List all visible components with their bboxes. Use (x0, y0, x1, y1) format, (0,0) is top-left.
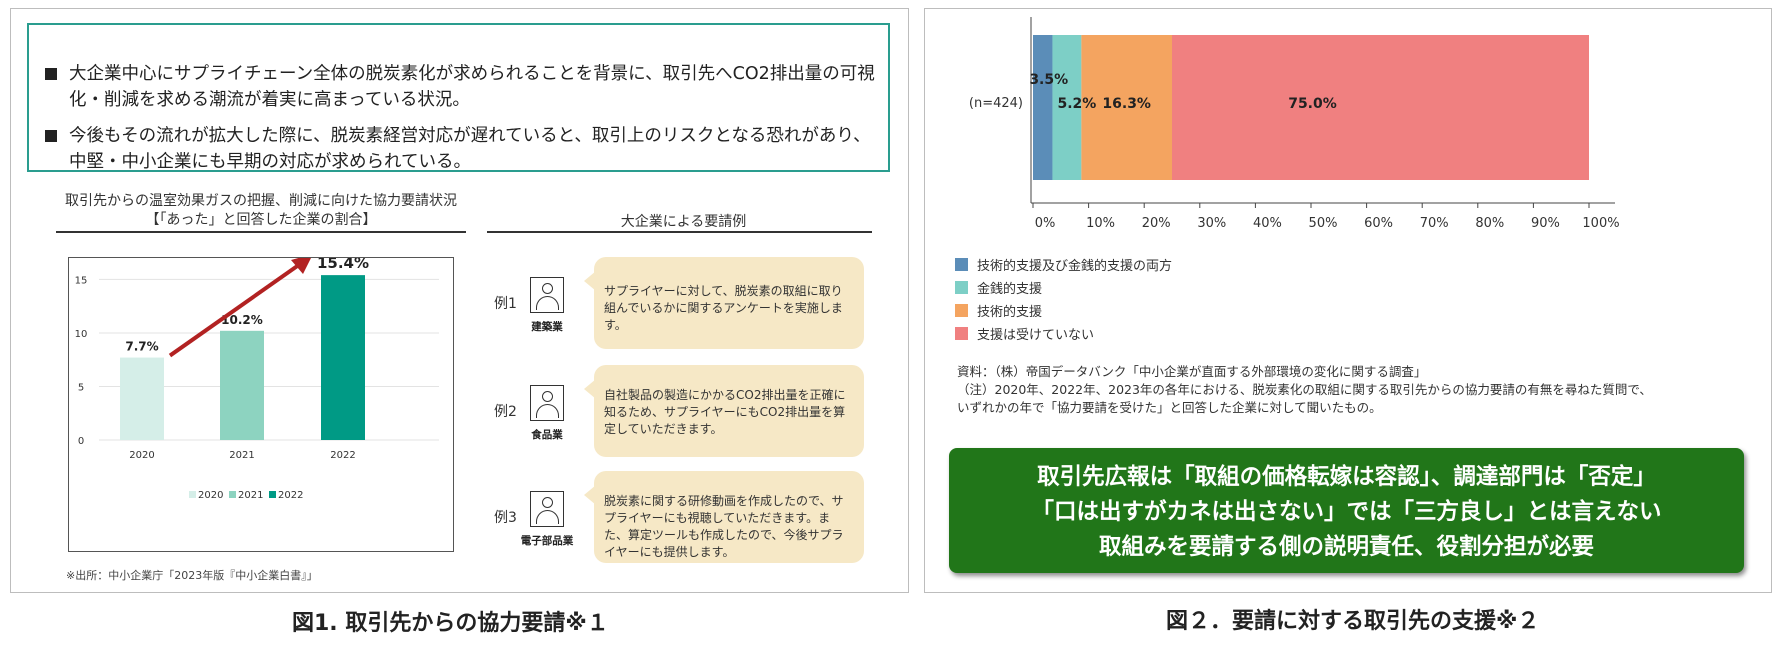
x-tick-label: 20% (1142, 216, 1171, 231)
data-label: 5.2% (1058, 96, 1097, 112)
bar-segment (1033, 35, 1053, 180)
x-tick-label: 80% (1475, 216, 1504, 231)
legend-swatch (189, 491, 196, 498)
trend-arrow (168, 260, 305, 358)
y-tick-label: 15 (75, 275, 88, 286)
stacked-bar-chart: 3.5% 5.2% 16.3% 75.0% (n=424) 0% 10% 20% 30% 40% 5… (969, 17, 1620, 231)
speech-bubble: サプライヤーに対して、脱炭素の取組に取り組んでいるかに関するアンケートを実施しま… (584, 257, 864, 349)
legend-swatch (955, 327, 968, 340)
figure1-panel: 大企業中心にサプライチェーン全体の脱炭素化が求められることを背景に、取引先へCO… (10, 8, 909, 593)
legend-label: 2022 (278, 490, 303, 501)
y-tick-label: 5 (78, 382, 84, 393)
figure1-caption: 図1. 取引先からの協力要請※１ (292, 611, 609, 636)
key-message-line: 取引先広報は「取組の価格転嫁は容認」、調達部門は「否定」 (1037, 464, 1656, 490)
request-example: 例3 電子部品業 脱炭素に関する研修動画を作成したので、サプライヤーにも視聴して… (484, 471, 879, 563)
chart-title-line: 取引先からの温室効果ガスの把握、削減に向けた協力要請状況 (65, 193, 457, 209)
industry-label: 食品業 (531, 429, 563, 441)
legend-label: 金銭的支援 (977, 282, 1043, 297)
note-line: 資料：（株）帝国データバンク「中小企業が直面する外部環境の変化に関する調査」 (957, 364, 1427, 379)
key-message-line: 取組みを要請する側の説明責任、役割分担が必要 (1098, 534, 1594, 560)
data-label: 75.0% (1288, 96, 1337, 112)
square-bullet-icon (45, 130, 57, 142)
chart-legend: 技術的支援及び金銭的支援の両方 金銭的支援 技術的支援 支援は受けていない (955, 253, 1172, 345)
x-tick-label: 0% (1035, 216, 1056, 231)
legend-item: 支援は受けていない (955, 322, 1172, 345)
x-tick-label: 50% (1309, 216, 1338, 231)
figure2-panel: 3.5% 5.2% 16.3% 75.0% (n=424) 0% 10% 20% 30% 40% 5… (924, 8, 1772, 593)
x-tick-label: 10% (1086, 216, 1115, 231)
person-icon (530, 491, 564, 527)
x-tick-label: 60% (1364, 216, 1393, 231)
examples-title: 大企業による要請例 (620, 214, 747, 230)
key-message-box: 取引先広報は「取組の価格転嫁は容認」、調達部門は「否定」 「口は出すがカネは出さ… (949, 448, 1744, 573)
example-label: 例2 (494, 404, 517, 420)
square-bullet-icon (45, 68, 57, 80)
speech-bubble: 脱炭素に関する研修動画を作成したので、サプライヤーにも視聴していただきます。また… (584, 471, 864, 563)
y-tick-label: 0 (78, 436, 84, 447)
x-tick-label: 2021 (229, 450, 254, 461)
chart-title-line: 【「あった」と回答した企業の割合】 (145, 212, 377, 228)
source-notes: 資料：（株）帝国データバンク「中小企業が直面する外部環境の変化に関する調査」 （… (957, 363, 1737, 417)
x-tick-label: 100% (1582, 216, 1619, 231)
legend-label: 2021 (238, 490, 263, 501)
legend-label: 技術的支援 (977, 305, 1043, 320)
bar-segment (1052, 35, 1082, 180)
bar-segment (1081, 35, 1172, 180)
source-note: ※出所：中小企業庁「2023年版『中小企業白書』」 (66, 569, 318, 582)
bullet-text: 大企業中心にサプライチェーン全体の脱炭素化が求められることを背景に、取引先へCO… (69, 64, 875, 110)
bar-chart: 0 5 10 15 7.7% 2020 10.2% 2021 15.4% 2022 2020 2021… (75, 258, 439, 501)
x-tick-label: 40% (1253, 216, 1282, 231)
data-label: 3.5% (1029, 72, 1068, 88)
legend-swatch (955, 281, 968, 294)
summary-box: 大企業中心にサプライチェーン全体の脱炭素化が求められることを背景に、取引先へCO… (27, 23, 890, 172)
legend-swatch (955, 304, 968, 317)
bar (120, 357, 164, 440)
legend-item: 技術的支援 (955, 299, 1172, 322)
bar-chart-frame: 0 5 10 15 7.7% 2020 10.2% 2021 15.4% 2022 2020 2021… (68, 257, 454, 552)
person-icon (530, 385, 564, 421)
speech-bubble: 自社製品の製造にかかるCO2排出量を正確に知るため、サプライヤーにもCO2排出量… (584, 365, 864, 457)
x-tick-label: 2020 (129, 450, 154, 461)
note-line: いずれかの年で「協力要請を受けた」と回答した企業に対して聞いたもの。 (957, 400, 1382, 415)
figure2-caption: 図２．要請に対する取引先の支援※２ (1166, 609, 1540, 634)
data-label: 7.7% (125, 340, 158, 354)
legend-swatch (229, 491, 236, 498)
trend-arrowhead (291, 258, 311, 274)
data-label: 10.2% (221, 313, 263, 327)
legend-item: 技術的支援及び金銭的支援の両方 (955, 253, 1172, 276)
x-tick-label: 70% (1420, 216, 1449, 231)
x-tick-label: 2022 (330, 450, 355, 461)
request-example: 例2 食品業 自社製品の製造にかかるCO2排出量を正確に知るため、サプライヤーに… (484, 365, 879, 457)
chart-title: 取引先からの温室効果ガスの把握、削減に向けた協力要請状況 【「あった」と回答した… (51, 192, 471, 230)
bar (321, 275, 365, 440)
industry-label: 建築業 (531, 321, 563, 333)
legend-label: 技術的支援及び金銭的支援の両方 (977, 259, 1173, 274)
note-line: （注）2020年、2022年、2023年の各年における、脱炭素化の取組に関する取… (957, 382, 1652, 397)
summary-bullet: 今後もその流れが拡大した際に、脱炭素経営対応が遅れていると、取引上のリスクとなる… (45, 123, 875, 175)
bar (220, 330, 264, 440)
data-label: 15.4% (317, 258, 369, 272)
person-icon (530, 277, 564, 313)
key-message-line: 「口は出すがカネは出さない」では「三方良し」とは言えない (1031, 499, 1662, 525)
example-label: 例1 (494, 296, 517, 312)
y-tick-label: 10 (75, 329, 88, 340)
divider (56, 231, 466, 233)
legend-item: 金銭的支援 (955, 276, 1172, 299)
legend-label: 2020 (198, 490, 223, 501)
data-label: 16.3% (1102, 96, 1151, 112)
bullet-text: 今後もその流れが拡大した際に、脱炭素経営対応が遅れていると、取引上のリスクとなる… (69, 126, 871, 172)
x-tick-label: 90% (1531, 216, 1560, 231)
request-example: 例1 建築業 サプライヤーに対して、脱炭素の取組に取り組んでいるかに関するアンケ… (484, 257, 879, 349)
example-label: 例3 (494, 510, 517, 526)
summary-bullet: 大企業中心にサプライチェーン全体の脱炭素化が求められることを背景に、取引先へCO… (45, 61, 875, 113)
legend-swatch (955, 258, 968, 271)
x-tick-label: 30% (1197, 216, 1226, 231)
legend-swatch (269, 491, 276, 498)
category-label: (n=424) (969, 96, 1023, 111)
divider (487, 231, 872, 233)
bar-segment (1172, 35, 1589, 180)
industry-label: 電子部品業 (520, 535, 574, 547)
legend-label: 支援は受けていない (977, 328, 1095, 343)
